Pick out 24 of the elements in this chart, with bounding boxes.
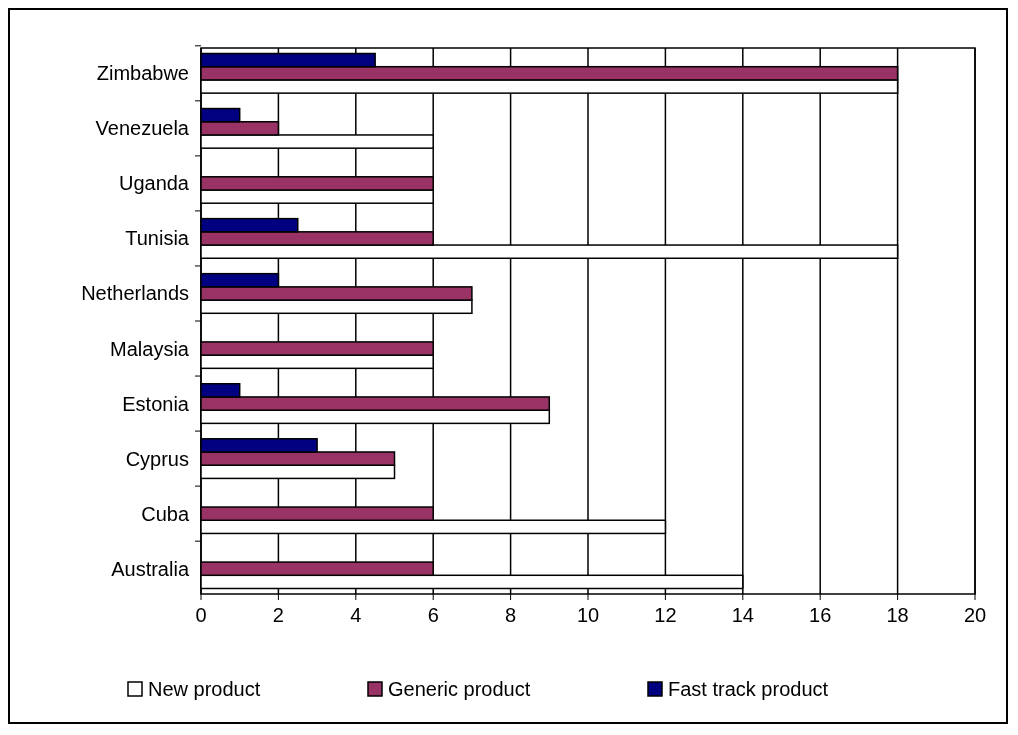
y-tick-label: Zimbabwe: [96, 62, 189, 85]
x-tick-label: 10: [576, 604, 600, 626]
y-tick-label: Cyprus: [125, 447, 189, 470]
y-tick-label: Venezuela: [95, 117, 190, 140]
legend-label: New product: [148, 678, 261, 700]
x-tick-label: 8: [505, 604, 517, 626]
y-tick-label: Malaysia: [110, 337, 190, 360]
y-tick-label: Tunisia: [125, 227, 190, 250]
x-tick-label: 4: [350, 604, 362, 626]
x-tick-label: 16: [809, 604, 832, 626]
x-tick-label: 20: [963, 604, 987, 626]
legend-label: Fast track product: [668, 678, 829, 700]
y-tick-label: Netherlands: [81, 282, 189, 305]
x-tick-label: 0: [195, 604, 207, 626]
x-tick-label: 12: [654, 604, 677, 626]
y-tick-label: Uganda: [118, 172, 190, 195]
x-tick-label: 18: [886, 604, 909, 626]
y-tick-label: Estonia: [122, 392, 190, 415]
x-tick-label: 6: [427, 604, 439, 626]
x-tick-label: 14: [731, 604, 754, 626]
x-tick-label: 2: [272, 604, 284, 626]
legend-label: Generic product: [388, 678, 531, 700]
y-tick-label: Australia: [111, 557, 190, 580]
y-tick-label: Cuba: [141, 502, 190, 525]
